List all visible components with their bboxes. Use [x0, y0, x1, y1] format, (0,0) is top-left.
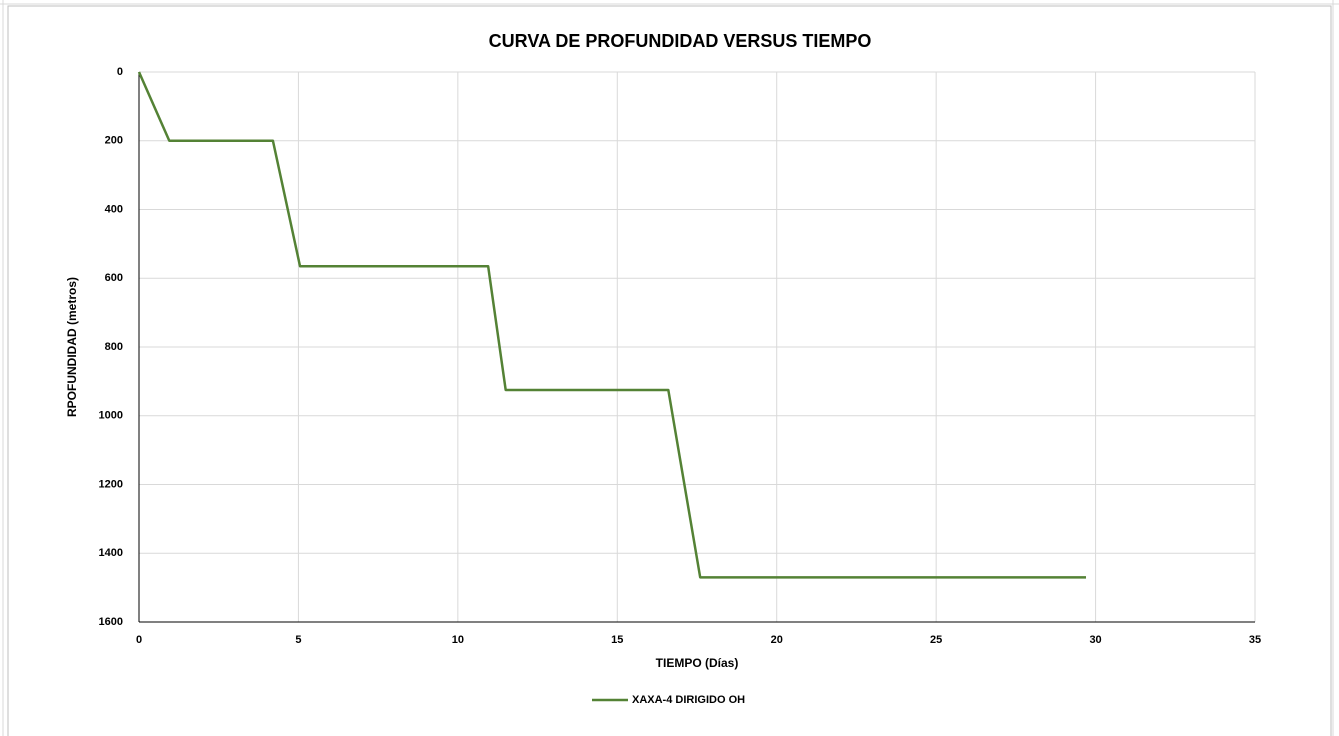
x-tick-label: 15 [611, 634, 623, 646]
x-tick-label: 0 [136, 634, 142, 646]
x-tick-label: 20 [771, 634, 783, 646]
y-tick-label: 1400 [99, 547, 123, 559]
y-tick-label: 1600 [99, 616, 123, 628]
y-tick-label: 400 [105, 203, 123, 215]
x-axis-label: TIEMPO (Días) [656, 656, 739, 670]
y-tick-label: 1000 [99, 410, 123, 422]
chart-title: CURVA DE PROFUNDIDAD VERSUS TIEMPO [489, 31, 872, 51]
y-tick-label: 0 [117, 66, 123, 78]
x-tick-label: 35 [1249, 634, 1261, 646]
legend-label: XAXA-4 DIRIGIDO OH [632, 694, 745, 706]
chart-area [7, 5, 1332, 736]
x-tick-label: 30 [1089, 634, 1101, 646]
y-tick-label: 800 [105, 341, 123, 353]
y-tick-label: 1200 [99, 478, 123, 490]
y-tick-label: 200 [105, 135, 123, 147]
x-tick-label: 10 [452, 634, 464, 646]
data-line [137, 71, 1087, 579]
x-tick-label: 5 [295, 634, 301, 646]
y-axis-label: RPOFUNDIDAD (metros) [65, 277, 79, 417]
x-tick-label: 25 [930, 634, 942, 646]
y-tick-label: 600 [105, 272, 123, 284]
